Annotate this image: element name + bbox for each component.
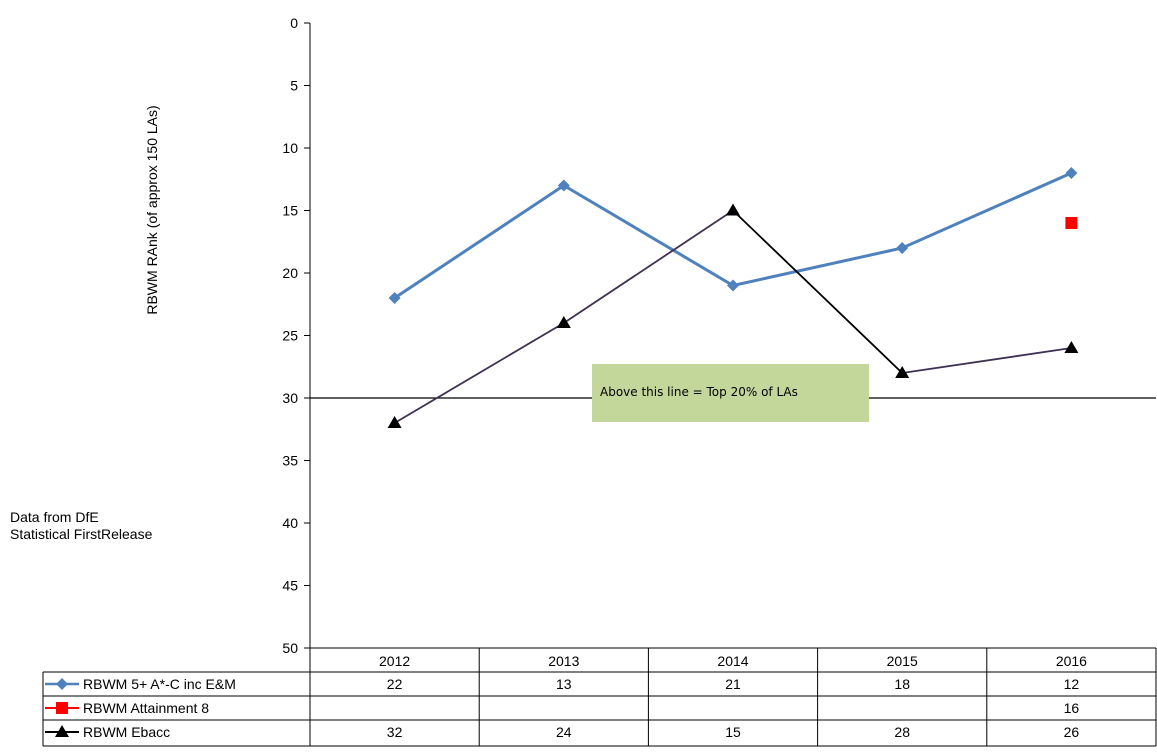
data-point <box>727 279 739 292</box>
data-label: 22 <box>387 676 403 692</box>
legend-marker <box>55 725 69 737</box>
x-tick-label: 2014 <box>717 653 748 669</box>
legend-label: RBWM 5+ A*-C inc E&M <box>83 676 236 692</box>
series-3 <box>387 203 1079 428</box>
legend-key-3 <box>45 725 79 737</box>
y-tick-label: 50 <box>282 640 298 656</box>
legend-label: RBWM Attainment 8 <box>83 700 209 716</box>
legend-key-1 <box>45 678 79 690</box>
series-line-segment <box>902 347 1072 374</box>
data-point <box>895 366 910 378</box>
data-label: 18 <box>894 676 910 692</box>
series-2 <box>1065 217 1078 229</box>
data-table: 2012 2013 2014 2015 2016 RBWM 5+ A*-C inc E&M… <box>42 647 1157 747</box>
source-note: Data from DfE Statistical FirstRelease <box>10 509 152 543</box>
series-1 <box>388 167 1078 304</box>
annotation-text: Above this line = Top 20% of LAs <box>600 385 798 399</box>
y-tick-label: 15 <box>282 203 298 219</box>
x-tick-label: 2012 <box>379 653 410 669</box>
data-point <box>1065 217 1078 229</box>
y-tick-label: 10 <box>282 140 298 156</box>
reference-line-group: Above this line = Top 20% of LAs <box>310 364 1156 422</box>
series-line-segment <box>563 209 734 324</box>
source-note-line-2: Statistical FirstRelease <box>10 526 153 542</box>
data-point <box>1065 167 1078 179</box>
y-tick-label: 45 <box>282 578 298 594</box>
y-tick-label: 40 <box>282 515 298 531</box>
series-group <box>387 167 1079 428</box>
data-label: 28 <box>894 724 910 740</box>
y-tick-label: 25 <box>282 328 298 344</box>
legend-marker <box>56 678 68 690</box>
data-label: 21 <box>725 676 741 692</box>
legend-key-2 <box>45 702 79 714</box>
source-note-line-1: Data from DfE <box>10 509 99 525</box>
data-label: 24 <box>556 724 572 740</box>
legend-label: RBWM Ebacc <box>83 724 170 740</box>
y-axis: 0 5 10 15 20 25 30 35 40 45 50 <box>282 15 311 656</box>
data-label: 12 <box>1064 676 1080 692</box>
data-point <box>387 416 402 428</box>
series-line <box>393 171 1073 300</box>
data-label: 16 <box>1064 700 1080 716</box>
x-tick-label: 2013 <box>548 653 579 669</box>
legend-marker <box>56 702 68 714</box>
data-label: 15 <box>725 724 741 740</box>
y-tick-label: 35 <box>282 453 298 469</box>
data-label: 32 <box>387 724 403 740</box>
x-tick-label: 2015 <box>887 653 918 669</box>
data-label: 26 <box>1064 724 1080 740</box>
data-label: 13 <box>556 676 572 692</box>
data-point <box>1064 341 1079 353</box>
data-point <box>726 203 740 216</box>
y-tick-label: 0 <box>290 15 298 31</box>
data-point <box>896 242 909 254</box>
series-line-segment <box>394 322 565 424</box>
data-point <box>556 316 571 328</box>
y-axis-label: RBWM RAnk (of approx 150 LAs) <box>144 105 160 314</box>
x-tick-label: 2016 <box>1056 653 1087 669</box>
y-tick-label: 30 <box>282 390 298 406</box>
y-tick-label: 20 <box>282 265 298 281</box>
series-line-segment <box>732 209 903 374</box>
data-point <box>557 179 570 192</box>
annotation-box <box>592 364 869 422</box>
data-point <box>388 292 401 304</box>
y-tick-label: 5 <box>290 78 298 94</box>
